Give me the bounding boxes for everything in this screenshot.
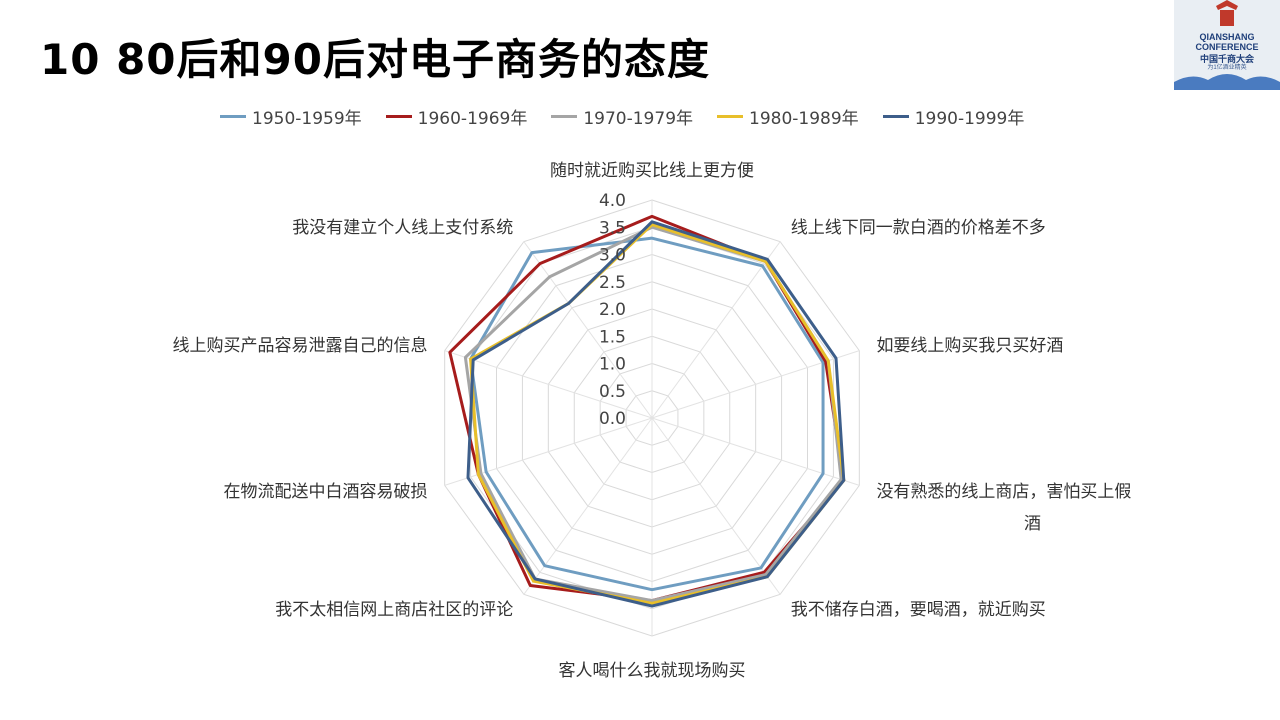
series-line-4	[466, 220, 846, 608]
legend-swatch	[717, 115, 744, 118]
tick-label: 2.0	[599, 300, 626, 320]
tick-label: 0.0	[599, 409, 626, 429]
legend-item-1990s: 1990-1999年	[882, 104, 1025, 129]
logo-text-line2: CONFERENCE	[1195, 42, 1259, 52]
legend-swatch	[882, 115, 909, 118]
tick-label: 0.5	[599, 382, 626, 402]
axis-label: 我不储存白酒，要喝酒，就近购买	[791, 600, 1046, 620]
chart-legend: 1950-1959年 1960-1969年 1970-1979年 1980-19…	[220, 104, 1024, 129]
legend-swatch	[551, 115, 578, 118]
legend-label: 1960-1969年	[417, 109, 528, 129]
axis-label-line: 线上购买产品容易泄露自己的信息	[173, 336, 428, 356]
tick-label: 3.5	[599, 218, 626, 238]
axis-label-line: 我没有建立个人线上支付系统	[292, 218, 513, 238]
grid-spoke	[523, 417, 653, 595]
legend-item-1960s: 1960-1969年	[385, 104, 528, 129]
legend-label: 1980-1989年	[749, 109, 859, 129]
axis-label: 在物流配送中白酒容易破损	[224, 482, 428, 502]
legend-item-1950s: 1950-1959年	[220, 104, 362, 129]
tick-label: 4.0	[599, 191, 626, 211]
axis-label: 线上购买产品容易泄露自己的信息	[173, 336, 428, 356]
axis-label-line: 线上线下同一款白酒的价格差不多	[791, 218, 1046, 238]
axis-label: 线上线下同一款白酒的价格差不多	[791, 218, 1046, 238]
axis-label: 如要线上购买我只买好酒	[876, 336, 1063, 356]
legend-item-1980s: 1980-1989年	[717, 104, 859, 129]
axis-label-line: 随时就近购买比线上更方便	[550, 161, 754, 181]
logo-text-line3: 中国千商大会	[1199, 54, 1254, 64]
axis-label: 我不太相信网上商店社区的评论	[275, 600, 513, 620]
tick-label: 2.5	[599, 273, 626, 293]
logo-text-line1: QIANSHANG	[1199, 32, 1255, 42]
legend-label: 1970-1979年	[583, 109, 694, 129]
axis-label-line: 我不太相信网上商店社区的评论	[275, 600, 513, 620]
grid-spoke	[523, 241, 653, 419]
page-title: 10 80后和90后对电子商务的态度	[40, 35, 710, 84]
axis-label-line: 没有熟悉的线上商店，害怕买上假	[876, 481, 1131, 502]
logo-emblem-icon	[1174, 0, 1280, 90]
axis-label-line: 如要线上购买我只买好酒	[876, 336, 1063, 356]
legend-item-1970s: 1970-1979年	[551, 104, 693, 129]
axis-label: 我没有建立个人线上支付系统	[292, 218, 513, 238]
legend-swatch	[385, 115, 412, 118]
axis-label: 随时就近购买比线上更方便	[550, 161, 754, 181]
grid-spoke	[651, 417, 781, 595]
logo-text-line4: 为1亿酒业精英	[1207, 65, 1247, 71]
axis-label-line: 在物流配送中白酒容易破损	[224, 482, 428, 502]
axis-label: 客人喝什么我就现场购买	[559, 661, 746, 681]
series-line-0	[469, 236, 825, 592]
grid-spoke	[651, 417, 860, 486]
legend-label: 1950-1959年	[252, 109, 362, 129]
conference-logo: QIANSHANG CONFERENCE 中国千商大会 为1亿酒业精英	[1174, 0, 1280, 90]
tick-label: 3.0	[599, 246, 626, 266]
axis-label-line: 酒	[1024, 514, 1041, 534]
grid-spoke	[651, 241, 781, 419]
axis-label: 没有熟悉的线上商店，害怕买上假酒	[876, 481, 1131, 534]
tick-label: 1.5	[599, 327, 626, 347]
axis-label-line: 我不储存白酒，要喝酒，就近购买	[791, 600, 1046, 620]
series-line-1	[448, 214, 846, 603]
legend-label: 1990-1999年	[914, 109, 1025, 129]
grid-spoke	[444, 350, 653, 419]
tick-label: 1.0	[599, 355, 626, 375]
legend-swatch	[220, 115, 246, 118]
axis-label-line: 客人喝什么我就现场购买	[559, 661, 746, 681]
